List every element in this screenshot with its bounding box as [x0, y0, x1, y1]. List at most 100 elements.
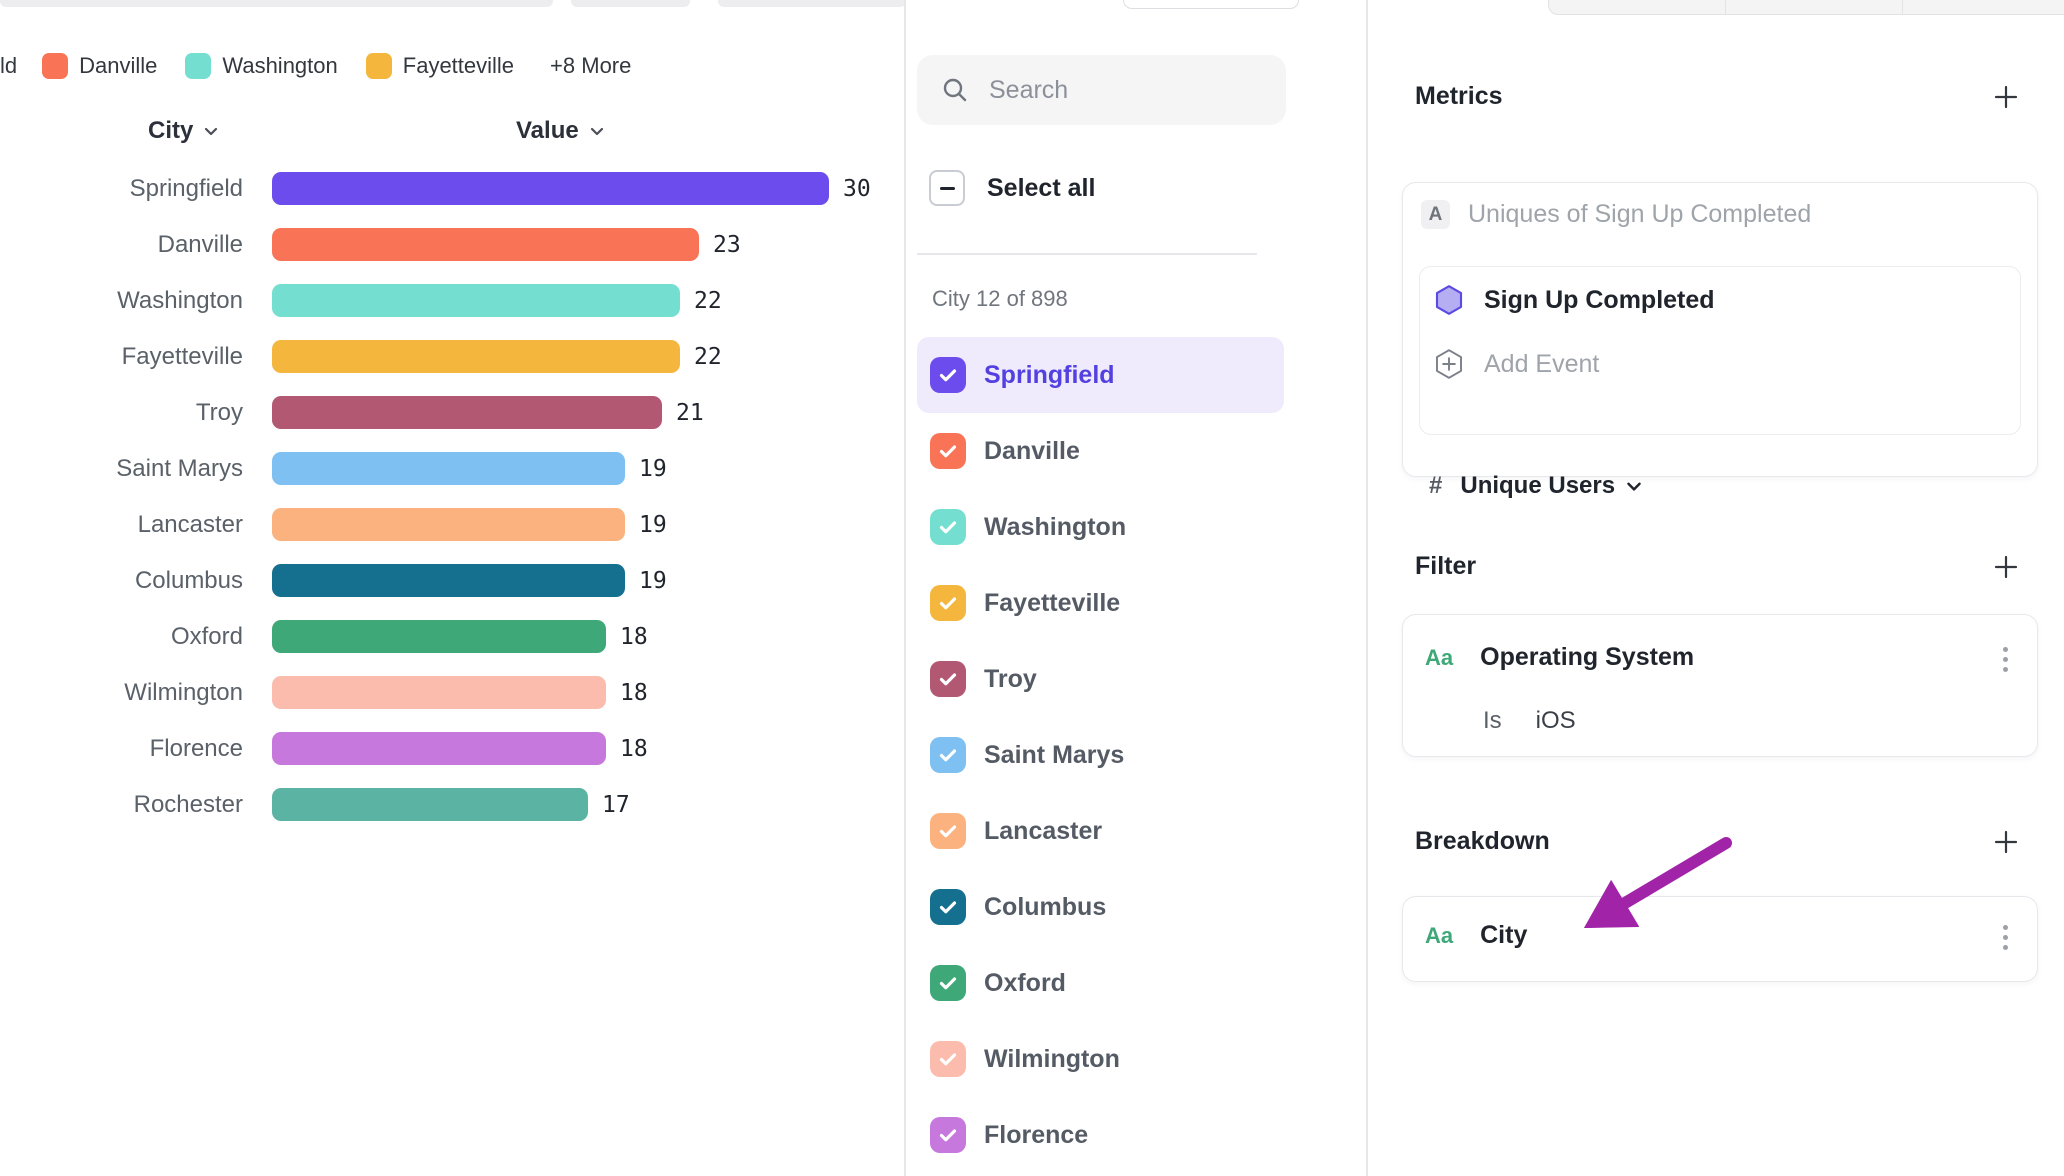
city-item-label: Lancaster: [984, 816, 1103, 845]
chart-bar[interactable]: [272, 620, 606, 653]
chart-bar[interactable]: [272, 284, 680, 317]
checkmark-icon: [939, 369, 957, 382]
chart-bar[interactable]: [272, 452, 625, 485]
chart-row: Fayetteville 22: [0, 340, 871, 373]
event-row[interactable]: Sign Up Completed: [1432, 280, 1715, 320]
city-item-label: Florence: [984, 1120, 1089, 1149]
add-filter-button[interactable]: [1992, 553, 2020, 581]
chart-row-label: Oxford: [170, 622, 243, 650]
city-list-item[interactable]: Wilmington: [917, 1021, 1284, 1097]
event-card: Sign Up Completed Add Event: [1419, 266, 2021, 435]
city-item-label: Oxford: [984, 968, 1066, 997]
city-checkbox-checked[interactable]: [930, 889, 966, 925]
legend-item[interactable]: Danville: [42, 53, 157, 79]
measure-label: Unique Users: [1460, 472, 1616, 499]
segment[interactable]: [1549, 0, 1726, 14]
chart-bar[interactable]: [272, 396, 662, 429]
legend-item-truncated[interactable]: ld: [0, 53, 18, 78]
add-event-row[interactable]: Add Event: [1432, 344, 1599, 384]
cutoff-segmented-control[interactable]: [1548, 0, 2064, 15]
city-list-item[interactable]: Fayetteville: [917, 565, 1284, 641]
segment[interactable]: [1726, 0, 1903, 14]
add-breakdown-button[interactable]: [1992, 828, 2020, 856]
city-checkbox-checked[interactable]: [930, 1041, 966, 1077]
value-header-label: Value: [516, 117, 579, 144]
city-list-item[interactable]: Saint Marys: [917, 717, 1284, 793]
chart-row: Columbus 19: [0, 564, 871, 597]
chart-bar[interactable]: [272, 508, 625, 541]
checkmark-icon: [939, 1129, 957, 1142]
filter-condition-row[interactable]: Is iOS: [1483, 707, 1576, 735]
city-list-item[interactable]: Springfield: [917, 337, 1284, 413]
chart-row: Washington 22: [0, 284, 871, 317]
city-list-item[interactable]: Danville: [917, 413, 1284, 489]
city-list-item[interactable]: Lancaster: [917, 793, 1284, 869]
chart-column-header-value[interactable]: Value: [516, 117, 606, 145]
city-list-item[interactable]: Oxford: [917, 945, 1284, 1021]
chart-bar[interactable]: [272, 228, 699, 261]
filter-card[interactable]: Aa Operating System Is iOS: [1402, 614, 2038, 757]
add-metric-button[interactable]: [1992, 83, 2020, 111]
chart-bar[interactable]: [272, 676, 606, 709]
filter-operator: Is: [1483, 707, 1502, 734]
chart-row-label: Danville: [157, 230, 243, 258]
city-list-item[interactable]: Columbus: [917, 869, 1284, 945]
chart-bar[interactable]: [272, 732, 606, 765]
chart-column-header-city[interactable]: City: [148, 117, 220, 145]
measure-selector[interactable]: # Unique Users: [1429, 472, 1644, 500]
city-checkbox-checked[interactable]: [930, 585, 966, 621]
chart-bar-value: 18: [620, 623, 648, 650]
panel-divider: [1366, 0, 1368, 1176]
city-checkbox-checked[interactable]: [930, 661, 966, 697]
breakdown-card[interactable]: Aa City: [1402, 896, 2038, 982]
chart-row-label: Washington: [117, 286, 243, 314]
chart-row: Florence 18: [0, 732, 871, 765]
list-divider: [917, 253, 1257, 255]
breakdown-property-name: City: [1480, 921, 1528, 949]
city-item-label: Saint Marys: [984, 740, 1125, 769]
filter-options-kebab[interactable]: [1993, 647, 2017, 672]
select-all-row[interactable]: Select all: [929, 170, 1095, 206]
chart-row: Saint Marys 19: [0, 452, 871, 485]
search-input[interactable]: [987, 74, 1271, 106]
checkmark-icon: [939, 749, 957, 762]
city-checkbox-checked[interactable]: [930, 1117, 966, 1153]
filter-section-title: Filter: [1415, 552, 1477, 580]
city-checkbox-checked[interactable]: [930, 357, 966, 393]
city-checkbox-checked[interactable]: [930, 509, 966, 545]
bar-chart: Springfield 30 Danville 23 Washington 22…: [0, 172, 871, 821]
city-item-label: Danville: [984, 436, 1080, 465]
select-all-checkbox-indeterminate[interactable]: [929, 170, 965, 206]
chart-bar[interactable]: [272, 340, 680, 373]
filter-property-row[interactable]: Aa Operating System: [1425, 643, 1694, 672]
legend-item[interactable]: Washington: [185, 53, 338, 79]
city-list-item[interactable]: Florence: [917, 1097, 1284, 1173]
chart-bar[interactable]: [272, 788, 588, 821]
city-list-item[interactable]: Troy: [917, 641, 1284, 717]
breakdown-property-row[interactable]: Aa City: [1425, 921, 1527, 950]
chart-bar-value: 18: [620, 679, 648, 706]
legend-swatch: [365, 53, 392, 79]
city-item-label: Troy: [984, 664, 1037, 693]
chart-bar-value: 19: [639, 455, 667, 482]
event-hexagon-icon: [1435, 285, 1463, 315]
chart-bar[interactable]: [272, 172, 829, 205]
metric-summary-row[interactable]: A Uniques of Sign Up Completed: [1421, 200, 1811, 229]
chart-bar-value: 22: [694, 287, 722, 314]
city-checkbox-checked[interactable]: [930, 433, 966, 469]
metric-card[interactable]: A Uniques of Sign Up Completed Sign Up C…: [1402, 182, 2038, 499]
city-list-item[interactable]: Washington: [917, 489, 1284, 565]
city-checkbox-checked[interactable]: [930, 737, 966, 773]
cutoff-toolbar-fragment: [0, 0, 553, 7]
legend-overflow-label[interactable]: +8 More: [550, 53, 632, 78]
chart-bar-value: 19: [639, 567, 667, 594]
city-checkbox-checked[interactable]: [930, 965, 966, 1001]
city-checkbox-checked[interactable]: [930, 813, 966, 849]
chart-bar[interactable]: [272, 564, 625, 597]
search-box[interactable]: [917, 55, 1286, 125]
segment[interactable]: [1903, 0, 2064, 14]
breakdown-options-kebab[interactable]: [1993, 925, 2017, 950]
checkmark-icon: [939, 521, 957, 534]
legend-swatch: [42, 53, 69, 79]
legend-item[interactable]: Fayetteville: [365, 53, 514, 79]
